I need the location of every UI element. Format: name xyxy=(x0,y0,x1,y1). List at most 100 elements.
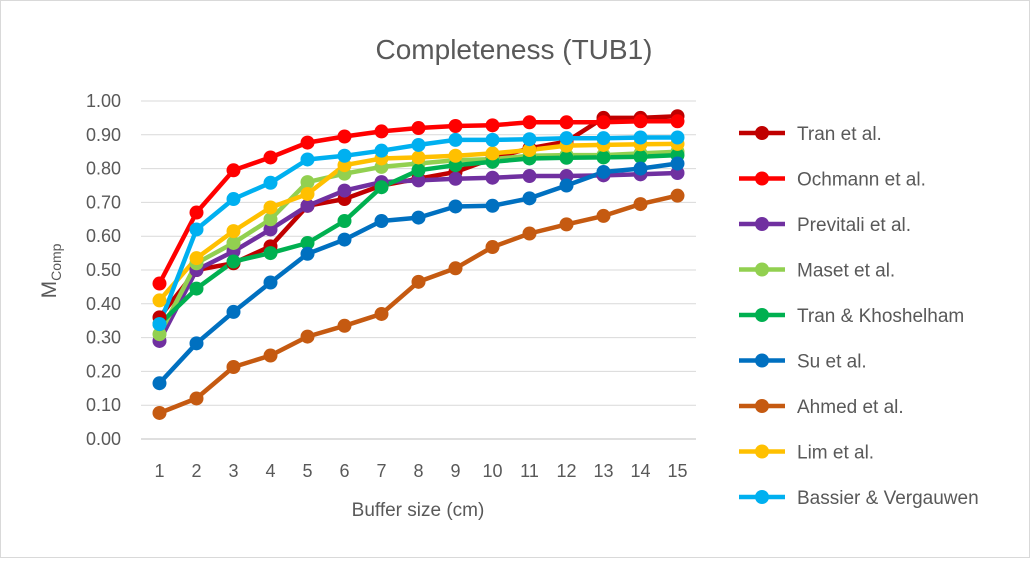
data-point xyxy=(559,131,574,146)
data-point xyxy=(337,129,352,144)
data-point xyxy=(337,232,352,247)
legend-label: Su et al. xyxy=(797,352,867,373)
data-point xyxy=(596,208,611,223)
data-point xyxy=(226,360,241,375)
data-point xyxy=(522,143,537,158)
data-point xyxy=(226,235,241,250)
legend-swatch-marker xyxy=(755,399,769,413)
data-point xyxy=(522,169,537,184)
data-point xyxy=(633,161,648,176)
x-tick-label: 4 xyxy=(265,461,275,481)
data-point xyxy=(152,276,167,291)
data-point xyxy=(152,317,167,332)
data-point xyxy=(522,191,537,206)
y-tick-labels: 0.00 0.10 0.20 0.30 0.40 0.50 0.60 0.70 0.80 0.90… xyxy=(86,91,121,449)
data-point xyxy=(189,222,204,237)
legend-label: Previtali et al. xyxy=(797,215,911,236)
legend-label: Maset et al. xyxy=(797,261,895,282)
data-point xyxy=(374,213,389,228)
y-tick-label: 0.60 xyxy=(86,226,121,246)
legend-label: Tran & Khoshelham xyxy=(797,306,964,327)
y-tick-label: 0.20 xyxy=(86,361,121,381)
data-point xyxy=(411,210,426,225)
data-point xyxy=(337,213,352,228)
data-point xyxy=(337,148,352,163)
data-point xyxy=(300,198,315,213)
x-tick-label: 10 xyxy=(482,461,502,481)
data-point xyxy=(485,170,500,185)
x-tick-label: 3 xyxy=(228,461,238,481)
data-point xyxy=(596,131,611,146)
y-tick-label: 1.00 xyxy=(86,91,121,111)
data-point xyxy=(189,205,204,220)
legend-swatch-marker xyxy=(755,126,769,140)
y-tick-label: 0.70 xyxy=(86,192,121,212)
data-point xyxy=(448,171,463,186)
data-point xyxy=(596,115,611,130)
data-point xyxy=(670,114,685,129)
y-tick-label: 0.90 xyxy=(86,125,121,145)
legend-swatch-marker xyxy=(755,444,769,459)
data-point xyxy=(263,212,278,227)
data-point xyxy=(337,183,352,198)
y-tick-label: 0.30 xyxy=(86,328,121,348)
data-point xyxy=(485,118,500,133)
data-point xyxy=(263,175,278,190)
legend-swatch-marker xyxy=(755,353,769,368)
data-point xyxy=(263,348,278,363)
chart-title: Completeness (TUB1) xyxy=(376,34,653,65)
data-point xyxy=(226,224,241,239)
data-point xyxy=(226,192,241,207)
data-point xyxy=(263,275,278,290)
data-point xyxy=(559,217,574,232)
data-point xyxy=(300,186,315,201)
y-tick-label: 0.10 xyxy=(86,395,121,415)
data-point xyxy=(189,281,204,296)
legend-swatch-marker xyxy=(755,490,769,504)
data-point xyxy=(485,146,500,161)
legend-swatch-marker xyxy=(755,171,769,186)
x-tick-labels: 1 2 3 4 5 6 7 8 9 10 11 12 13 14 15 xyxy=(154,461,687,481)
data-point xyxy=(189,336,204,351)
x-tick-label: 12 xyxy=(556,461,576,481)
data-point xyxy=(411,274,426,289)
data-point xyxy=(596,164,611,179)
data-point xyxy=(300,246,315,261)
data-point xyxy=(263,150,278,165)
x-tick-label: 1 xyxy=(154,461,164,481)
data-point xyxy=(263,200,278,215)
data-point xyxy=(522,132,537,147)
data-point xyxy=(226,163,241,178)
x-tick-label: 9 xyxy=(450,461,460,481)
y-tick-label: 0.80 xyxy=(86,159,121,179)
data-point xyxy=(189,391,204,406)
data-point xyxy=(411,137,426,152)
y-tick-label: 0.00 xyxy=(86,429,121,449)
data-point xyxy=(670,188,685,203)
data-point xyxy=(522,115,537,130)
x-tick-label: 5 xyxy=(302,461,312,481)
legend-label: Ochmann et al. xyxy=(797,170,926,191)
legend-swatch-marker xyxy=(755,308,769,322)
data-point xyxy=(670,156,685,171)
data-point xyxy=(633,130,648,145)
data-point xyxy=(300,235,315,250)
data-point xyxy=(522,226,537,241)
data-point xyxy=(596,150,611,165)
y-tick-label: 0.40 xyxy=(86,294,121,314)
data-point xyxy=(300,329,315,344)
data-point xyxy=(300,135,315,150)
data-point xyxy=(152,327,167,342)
data-point xyxy=(485,198,500,213)
data-point xyxy=(411,121,426,136)
data-point xyxy=(263,222,278,237)
y-axis-label: MComp xyxy=(38,243,64,298)
y-tick-label: 0.50 xyxy=(86,260,121,280)
x-tick-label: 15 xyxy=(667,461,687,481)
legend-label: Ahmed et al. xyxy=(797,397,904,418)
x-tick-label: 14 xyxy=(630,461,650,481)
data-point xyxy=(670,130,685,145)
x-axis-label: Buffer size (cm) xyxy=(352,500,485,521)
